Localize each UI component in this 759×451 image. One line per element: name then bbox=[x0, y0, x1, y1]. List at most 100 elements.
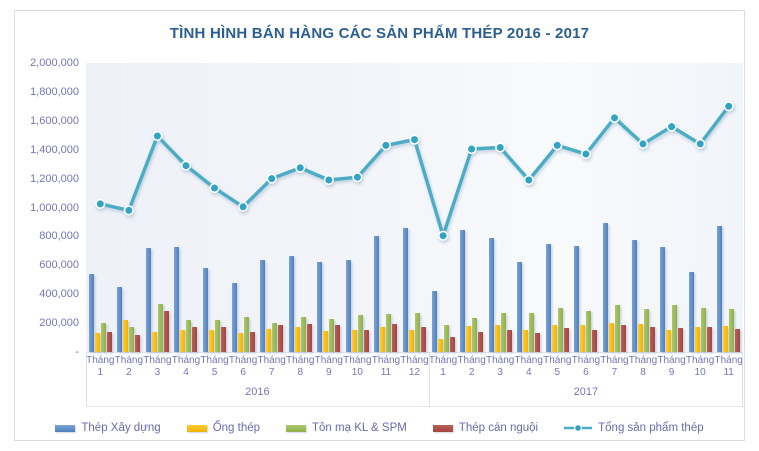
x-axis-month-label: Tháng 4 bbox=[514, 355, 543, 378]
bar-group bbox=[572, 63, 601, 352]
axis-year-divider bbox=[428, 352, 430, 406]
bar-group bbox=[229, 63, 258, 352]
x-axis-month-label: Tháng 6 bbox=[571, 355, 601, 378]
x-axis-month-label: Tháng 2 bbox=[457, 355, 486, 378]
total-line-marker bbox=[352, 172, 363, 183]
total-line-marker bbox=[380, 140, 392, 151]
y-axis: 2,000,000 1,800,000 1,600,000 1,400,000 1,20… bbox=[15, 57, 79, 358]
bar-thep-xay-dung bbox=[574, 245, 580, 352]
bar-ong-thep bbox=[694, 326, 700, 352]
bar-thep-can-nguoi bbox=[649, 327, 655, 352]
bar-group bbox=[257, 63, 286, 352]
bar-group bbox=[600, 63, 629, 352]
y-axis-tick: 400,000 bbox=[39, 288, 79, 301]
bar-thep-xay-dung bbox=[717, 226, 723, 352]
total-line-marker bbox=[723, 101, 734, 112]
bar-group bbox=[86, 63, 115, 352]
bar-ton-ma-kl-spm bbox=[586, 310, 592, 352]
legend-label: Tổng sản phẩm thép bbox=[598, 422, 704, 434]
bar-thep-can-nguoi bbox=[678, 328, 684, 352]
bar-thep-can-nguoi bbox=[706, 326, 712, 352]
bar-thep-can-nguoi bbox=[335, 325, 341, 352]
x-axis-month-label: Tháng 9 bbox=[657, 355, 686, 378]
bar-ton-ma-kl-spm bbox=[643, 309, 649, 352]
bar-ton-ma-kl-spm bbox=[557, 307, 563, 352]
total-line-marker bbox=[209, 182, 220, 194]
y-axis-tick: - bbox=[75, 346, 79, 358]
bar-ong-thep bbox=[123, 320, 129, 352]
bar-thep-can-nguoi bbox=[620, 324, 626, 352]
bar-ong-thep bbox=[180, 329, 186, 352]
axis-year-divider bbox=[86, 352, 87, 406]
total-line-marker bbox=[637, 138, 649, 149]
x-axis-month-label: Tháng 10 bbox=[685, 355, 715, 378]
legend-label: Thép cán nguội bbox=[458, 422, 539, 434]
bar-ong-thep bbox=[723, 326, 729, 352]
bar-thep-xay-dung bbox=[431, 290, 437, 352]
bar-ton-ma-kl-spm bbox=[186, 319, 192, 352]
bar-thep-can-nguoi bbox=[478, 331, 484, 352]
bar-thep-can-nguoi bbox=[221, 326, 227, 352]
bar-ong-thep bbox=[666, 329, 672, 352]
x-axis-month-label: Tháng 12 bbox=[400, 355, 429, 378]
bar-ton-ma-kl-spm bbox=[386, 314, 392, 352]
bar-thep-can-nguoi bbox=[163, 310, 169, 352]
bar-ong-thep bbox=[523, 330, 529, 352]
bar-group bbox=[686, 63, 715, 352]
bar-ton-ma-kl-spm bbox=[414, 313, 420, 352]
bar-group bbox=[514, 63, 543, 352]
bar-ong-thep bbox=[323, 331, 329, 352]
bar-group bbox=[429, 63, 458, 352]
x-axis-month-label: Tháng 11 bbox=[714, 355, 743, 378]
bar-ton-ma-kl-spm bbox=[300, 317, 306, 352]
bar-ton-ma-kl-spm bbox=[472, 318, 478, 352]
bar-thep-can-nguoi bbox=[563, 328, 569, 352]
bar-thep-can-nguoi bbox=[506, 330, 512, 352]
bar-ong-thep bbox=[294, 326, 300, 352]
bar-ong-thep bbox=[608, 323, 614, 352]
bar-ton-ma-kl-spm bbox=[700, 307, 706, 352]
bar-thep-xay-dung bbox=[688, 271, 694, 352]
bar-thep-can-nguoi bbox=[735, 328, 741, 352]
bar-ong-thep bbox=[266, 328, 272, 352]
bar-thep-can-nguoi bbox=[192, 327, 198, 352]
legend-item: Tôn mạ KL & SPM bbox=[286, 422, 407, 434]
legend-label: Thép Xây dựng bbox=[81, 422, 161, 434]
bar-ton-ma-kl-spm bbox=[272, 323, 278, 352]
total-line-marker bbox=[466, 143, 477, 155]
x-axis-year-label: 2016 bbox=[245, 386, 270, 398]
x-axis-month-label: Tháng 8 bbox=[286, 355, 315, 378]
total-line-marker bbox=[580, 148, 592, 160]
total-line-marker bbox=[323, 174, 334, 186]
bar-thep-can-nguoi bbox=[249, 331, 255, 352]
bar-group bbox=[657, 63, 686, 352]
bar-group bbox=[143, 63, 172, 352]
bar-group bbox=[457, 63, 486, 352]
bar-thep-xay-dung bbox=[660, 246, 666, 352]
bar-thep-xay-dung bbox=[460, 229, 466, 352]
legend-swatch-icon bbox=[432, 424, 453, 432]
legend-swatch-icon bbox=[186, 424, 207, 432]
bar-group bbox=[372, 63, 401, 352]
x-axis-month-label: Tháng 2 bbox=[114, 355, 144, 378]
x-axis-month-label: Tháng 8 bbox=[628, 355, 658, 378]
total-line-marker bbox=[95, 198, 106, 209]
x-axis-month-label: Tháng 4 bbox=[171, 355, 201, 378]
chart-frame: TÌNH HÌNH BÁN HÀNG CÁC SẢN PHẨM THÉP 201… bbox=[14, 10, 745, 441]
bar-thep-xay-dung bbox=[602, 222, 608, 352]
x-axis-block: Tháng 1 Tháng 2 Tháng 3 Tháng 4 Tháng 5 Tháng 6 Thán… bbox=[86, 352, 743, 407]
total-line-marker bbox=[409, 134, 420, 145]
y-axis-tick: 1,400,000 bbox=[30, 143, 79, 156]
bar-thep-xay-dung bbox=[288, 255, 294, 352]
bar-ton-ma-kl-spm bbox=[729, 309, 735, 352]
x-axis-month-label: Tháng 9 bbox=[314, 355, 343, 378]
bar-ton-ma-kl-spm bbox=[329, 318, 335, 352]
bar-thep-xay-dung bbox=[117, 286, 123, 352]
chart-title: TÌNH HÌNH BÁN HÀNG CÁC SẢN PHẨM THÉP 201… bbox=[169, 25, 590, 42]
legend-line-icon bbox=[564, 423, 593, 433]
axis-year-divider bbox=[742, 352, 743, 406]
legend-item: Tổng sản phẩm thép bbox=[564, 422, 704, 434]
total-line bbox=[99, 105, 731, 238]
x-axis-month-label: Tháng 5 bbox=[200, 355, 229, 378]
bar-ton-ma-kl-spm bbox=[614, 305, 620, 352]
